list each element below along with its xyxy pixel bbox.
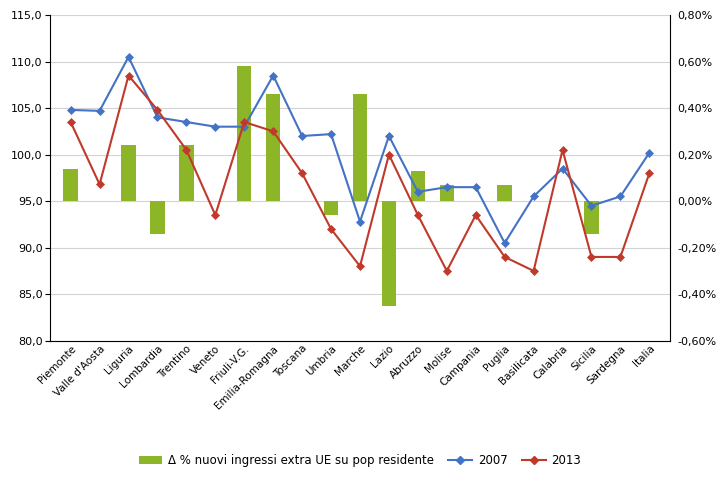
2013 xyxy=(125,73,133,79)
2007 xyxy=(616,193,625,199)
2013 xyxy=(66,119,75,125)
2013 xyxy=(269,128,277,134)
2013 xyxy=(616,254,625,260)
2007 xyxy=(443,184,451,190)
Bar xyxy=(150,201,165,233)
2007 xyxy=(587,203,595,209)
Bar xyxy=(410,171,425,201)
2007 xyxy=(413,189,422,195)
2013 xyxy=(500,254,509,260)
2007 xyxy=(240,124,248,130)
2007 xyxy=(645,150,654,156)
2013 xyxy=(472,212,480,218)
2013 xyxy=(153,107,162,113)
Bar xyxy=(353,94,367,201)
Bar xyxy=(498,185,512,201)
2007 xyxy=(558,165,567,171)
2007 xyxy=(472,184,480,190)
2013 xyxy=(587,254,595,260)
Bar xyxy=(324,201,338,215)
2007 xyxy=(384,133,393,139)
2013 xyxy=(182,147,191,153)
2013 xyxy=(327,226,336,232)
Line: 2013: 2013 xyxy=(68,73,652,274)
Line: 2007: 2007 xyxy=(68,54,652,246)
2007 xyxy=(211,124,220,130)
2013 xyxy=(413,212,422,218)
2013 xyxy=(356,263,364,269)
Bar xyxy=(440,185,454,201)
2013 xyxy=(645,170,654,176)
Legend: Δ % nuovi ingressi extra UE su pop residente, 2007, 2013: Δ % nuovi ingressi extra UE su pop resid… xyxy=(134,449,586,471)
2013 xyxy=(211,212,220,218)
2007 xyxy=(529,193,538,199)
2013 xyxy=(95,181,104,187)
Bar xyxy=(266,94,280,201)
2007 xyxy=(153,114,162,120)
Bar xyxy=(237,66,251,201)
2007 xyxy=(298,133,307,139)
Bar xyxy=(121,145,136,201)
2013 xyxy=(384,152,393,158)
Bar xyxy=(382,201,396,306)
2007 xyxy=(66,107,75,113)
2013 xyxy=(298,170,307,176)
Bar xyxy=(584,201,599,233)
Bar xyxy=(63,168,78,201)
2013 xyxy=(529,268,538,274)
2013 xyxy=(240,119,248,125)
2007 xyxy=(182,119,191,125)
2013 xyxy=(443,268,451,274)
2007 xyxy=(327,131,336,137)
2007 xyxy=(269,73,277,79)
2007 xyxy=(95,108,104,114)
2007 xyxy=(356,218,364,224)
2007 xyxy=(125,54,133,60)
Bar xyxy=(179,145,194,201)
2013 xyxy=(558,147,567,153)
2007 xyxy=(500,240,509,246)
